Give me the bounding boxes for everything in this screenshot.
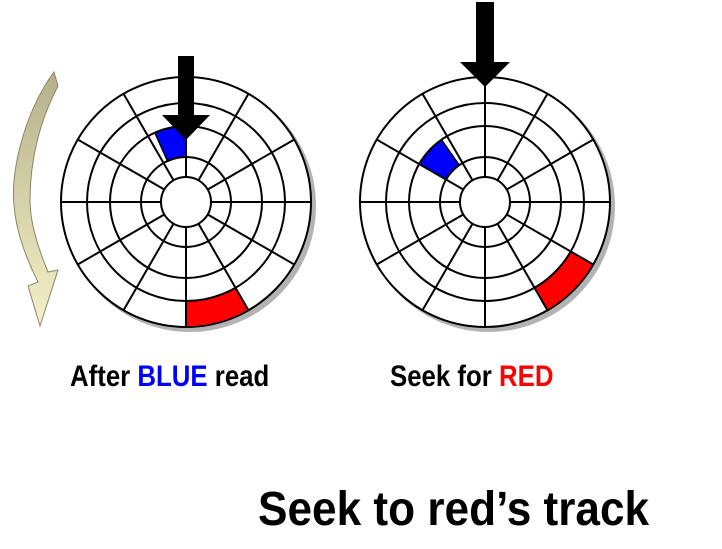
platter-right [359,2,615,332]
caption-seek-for-red: Seek for RED [390,360,553,394]
caption-left-before: After [70,360,138,393]
sector-lines-right [360,77,610,327]
caption-right-highlight: RED [498,360,554,393]
caption-left-highlight: BLUE [137,360,208,393]
sector-lines-left [61,77,311,327]
caption-after-blue-read: After BLUE read [70,360,269,394]
head-arrow-left-icon [162,56,210,140]
head-arrow-right-icon [460,2,510,87]
platter-left [60,56,316,332]
slide-title: Seek to red’s track [258,483,650,536]
caption-right-before: Seek for [390,360,499,393]
curved-rotation-arrow-icon [12,70,59,328]
caption-left-after: read [207,360,270,393]
